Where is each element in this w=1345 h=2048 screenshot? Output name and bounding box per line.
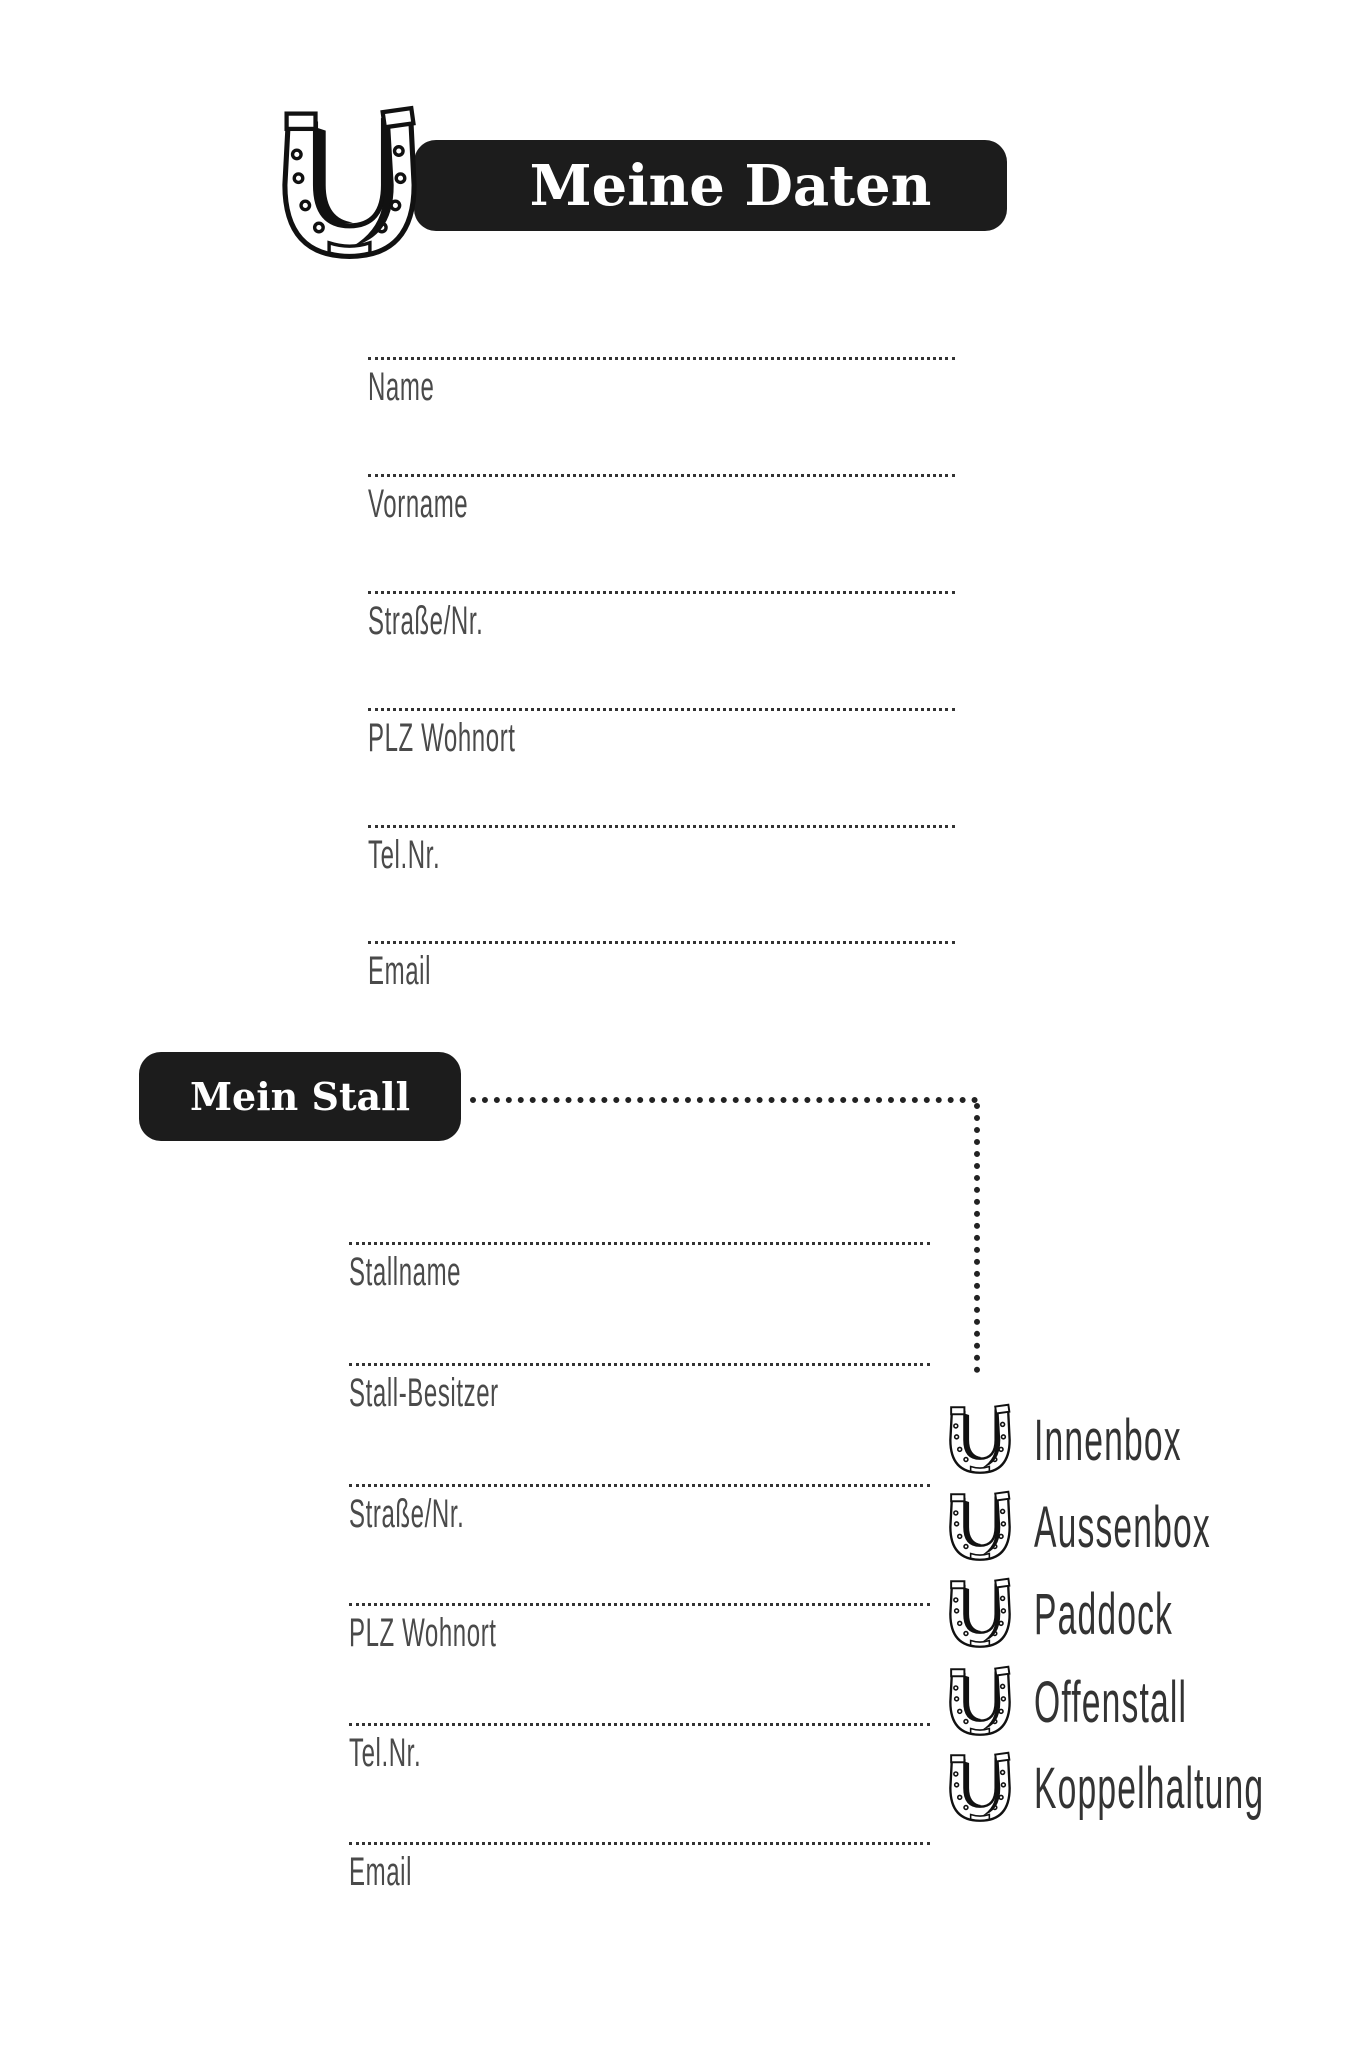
field-label: Tel.Nr. xyxy=(368,833,441,877)
field-label: Straße/Nr. xyxy=(349,1492,465,1536)
strasse-field[interactable]: Straße/Nr. xyxy=(368,591,955,643)
vorname-field[interactable]: Vorname xyxy=(368,474,955,526)
field-label: Email xyxy=(349,1850,413,1894)
stall-strasse-field[interactable]: Straße/Nr. xyxy=(349,1484,930,1536)
field-label: Name xyxy=(368,365,435,409)
dotted-connector xyxy=(470,1097,978,1103)
horseshoe-icon xyxy=(940,1401,1020,1479)
stallname-field[interactable]: Stallname xyxy=(349,1242,930,1294)
field-label: Stall-Besitzer xyxy=(349,1371,499,1415)
field-label: PLZ Wohnort xyxy=(368,716,516,760)
option-label: Innenbox xyxy=(1034,1407,1182,1473)
option-koppelhaltung[interactable]: Koppelhaltung xyxy=(940,1748,1345,1828)
option-label: Paddock xyxy=(1034,1581,1174,1647)
option-label: Offenstall xyxy=(1034,1669,1188,1735)
section-title: Mein Stall xyxy=(189,1074,411,1119)
stall-email-field[interactable]: Email xyxy=(349,1842,930,1894)
name-field[interactable]: Name xyxy=(368,357,955,409)
field-label: Tel.Nr. xyxy=(349,1731,422,1775)
stall-telnr-field[interactable]: Tel.Nr. xyxy=(349,1723,930,1775)
dotted-connector-vertical xyxy=(974,1103,980,1373)
header-title-bar: Meine Daten xyxy=(414,140,1007,231)
telnr-field[interactable]: Tel.Nr. xyxy=(368,825,955,877)
page-title: Meine Daten xyxy=(529,152,932,219)
option-paddock[interactable]: Paddock xyxy=(940,1574,1274,1654)
horseshoe-icon xyxy=(940,1488,1020,1566)
option-label: Koppelhaltung xyxy=(1034,1755,1265,1821)
plz-wohnort-field[interactable]: PLZ Wohnort xyxy=(368,708,955,760)
field-label: Straße/Nr. xyxy=(368,599,484,643)
option-offenstall[interactable]: Offenstall xyxy=(940,1662,1298,1742)
field-label: Email xyxy=(368,949,432,993)
stall-plz-wohnort-field[interactable]: PLZ Wohnort xyxy=(349,1603,930,1655)
horseshoe-icon xyxy=(940,1663,1020,1741)
stable-title-bar: Mein Stall xyxy=(139,1052,461,1141)
horseshoe-icon xyxy=(262,100,437,270)
option-aussenbox[interactable]: Aussenbox xyxy=(940,1487,1339,1567)
field-label: PLZ Wohnort xyxy=(349,1611,497,1655)
option-label: Aussenbox xyxy=(1034,1494,1211,1560)
email-field[interactable]: Email xyxy=(368,941,955,993)
horseshoe-icon xyxy=(940,1749,1020,1827)
field-label: Vorname xyxy=(368,482,469,526)
stall-besitzer-field[interactable]: Stall-Besitzer xyxy=(349,1363,930,1415)
field-label: Stallname xyxy=(349,1250,462,1294)
horseshoe-icon xyxy=(940,1575,1020,1653)
option-innenbox[interactable]: Innenbox xyxy=(940,1400,1289,1480)
